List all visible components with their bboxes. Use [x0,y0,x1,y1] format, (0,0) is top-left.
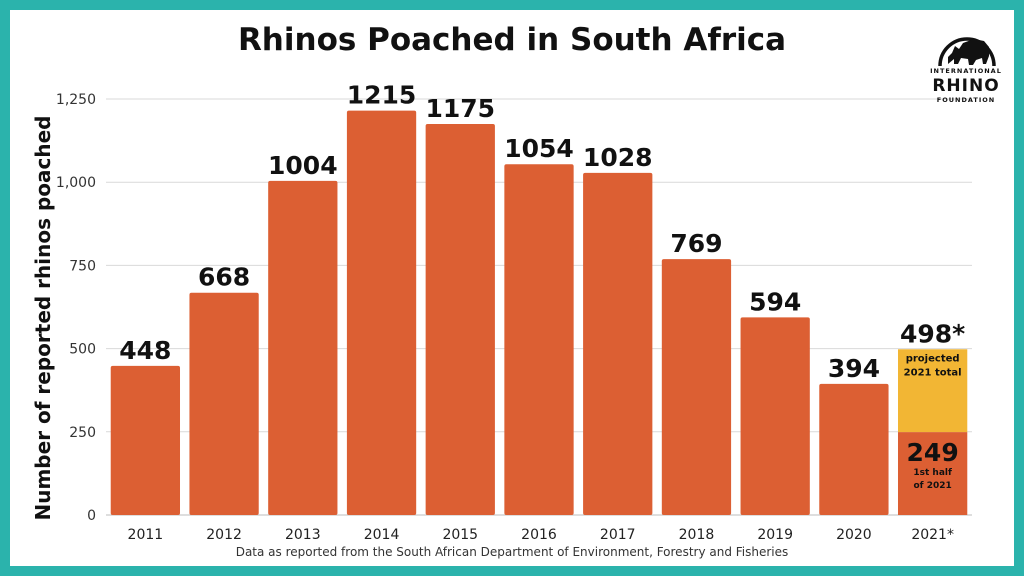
y-tick-label: 750 [69,258,96,274]
x-tick-label: 2014 [364,527,400,543]
actual-note: 1st half [913,468,952,478]
y-tick-label: 1,250 [56,92,96,108]
bar [819,383,889,515]
x-tick-label: 2017 [600,527,636,543]
x-tick-label: 2012 [206,527,242,543]
actual-note: of 2021 [913,481,951,491]
bar [268,180,338,515]
bar [897,432,968,515]
y-tick-label: 250 [69,425,96,441]
bar [740,317,810,515]
data-label: 769 [670,229,722,258]
x-tick-label: 2013 [285,527,321,543]
x-tick-label: 2021* [911,527,954,543]
x-tick-label: 2018 [679,527,715,543]
x-tick-label: 2020 [836,527,872,543]
projected-note: 2021 total [904,367,962,378]
data-label: 1215 [347,81,417,110]
data-label: 1028 [583,143,653,172]
x-tick-label: 2019 [757,527,793,543]
logo-text-foundation: FOUNDATION [936,96,996,104]
bar [583,172,653,516]
data-label-projected: 498* [900,319,965,348]
bar [661,259,732,515]
projected-note: projected [906,353,960,364]
y-tick-label: 0 [87,508,96,524]
x-tick-label: 2015 [442,527,478,543]
y-tick-label: 1,000 [56,175,96,191]
rhino-logo-icon [938,37,996,67]
data-label: 448 [119,336,171,365]
data-label: 668 [198,263,250,292]
bar [346,110,417,515]
data-label: 1054 [504,134,574,163]
bar [110,365,181,515]
data-label: 249 [907,438,959,467]
x-tick-label: 2011 [128,527,164,543]
chart-title: Rhinos Poached in South Africa [237,22,787,58]
data-label: 594 [749,287,801,316]
bar-projected [897,349,968,433]
y-tick-label: 500 [69,342,96,358]
source-note: Data as reported from the South African … [235,545,789,559]
bar [504,164,574,515]
bar [189,292,259,515]
logo-text-international: INTERNATIONAL [930,67,1002,75]
data-label: 1175 [425,94,495,123]
data-label: 1004 [268,151,338,180]
logo-text-rhino: RHINO [932,76,1000,96]
bar [425,123,495,516]
x-tick-label: 2016 [521,527,557,543]
data-label: 394 [828,354,880,383]
